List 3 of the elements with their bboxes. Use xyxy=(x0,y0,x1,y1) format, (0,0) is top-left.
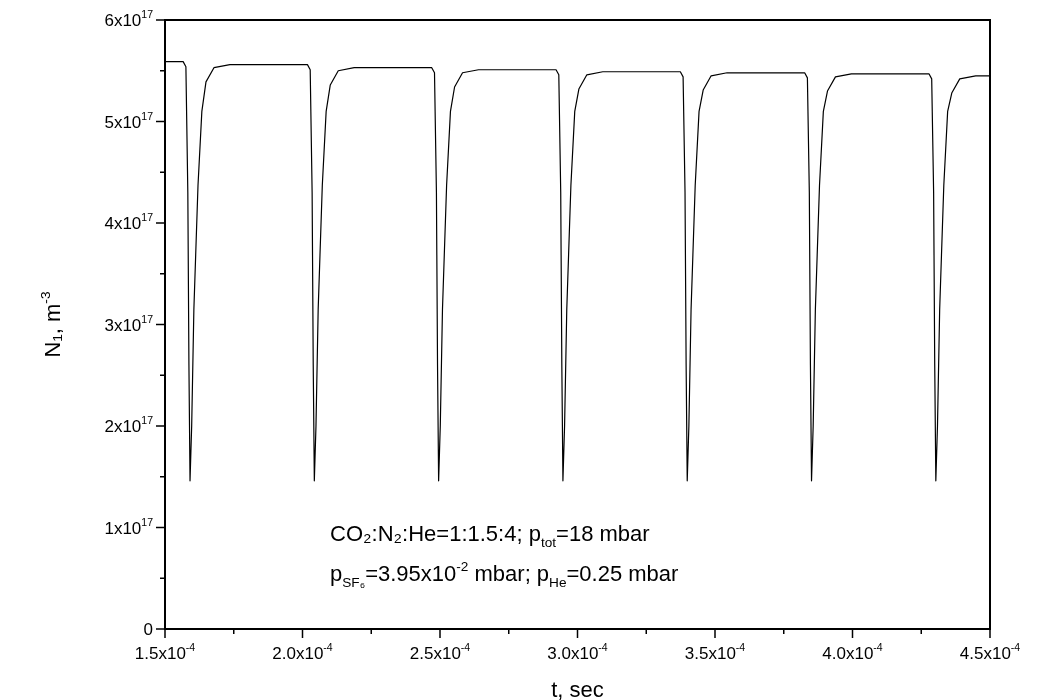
x-axis-title: t, sec xyxy=(551,677,604,700)
y-axis-title: N₁, m-3 xyxy=(38,291,65,358)
y-tick-label: 0 xyxy=(143,620,154,639)
